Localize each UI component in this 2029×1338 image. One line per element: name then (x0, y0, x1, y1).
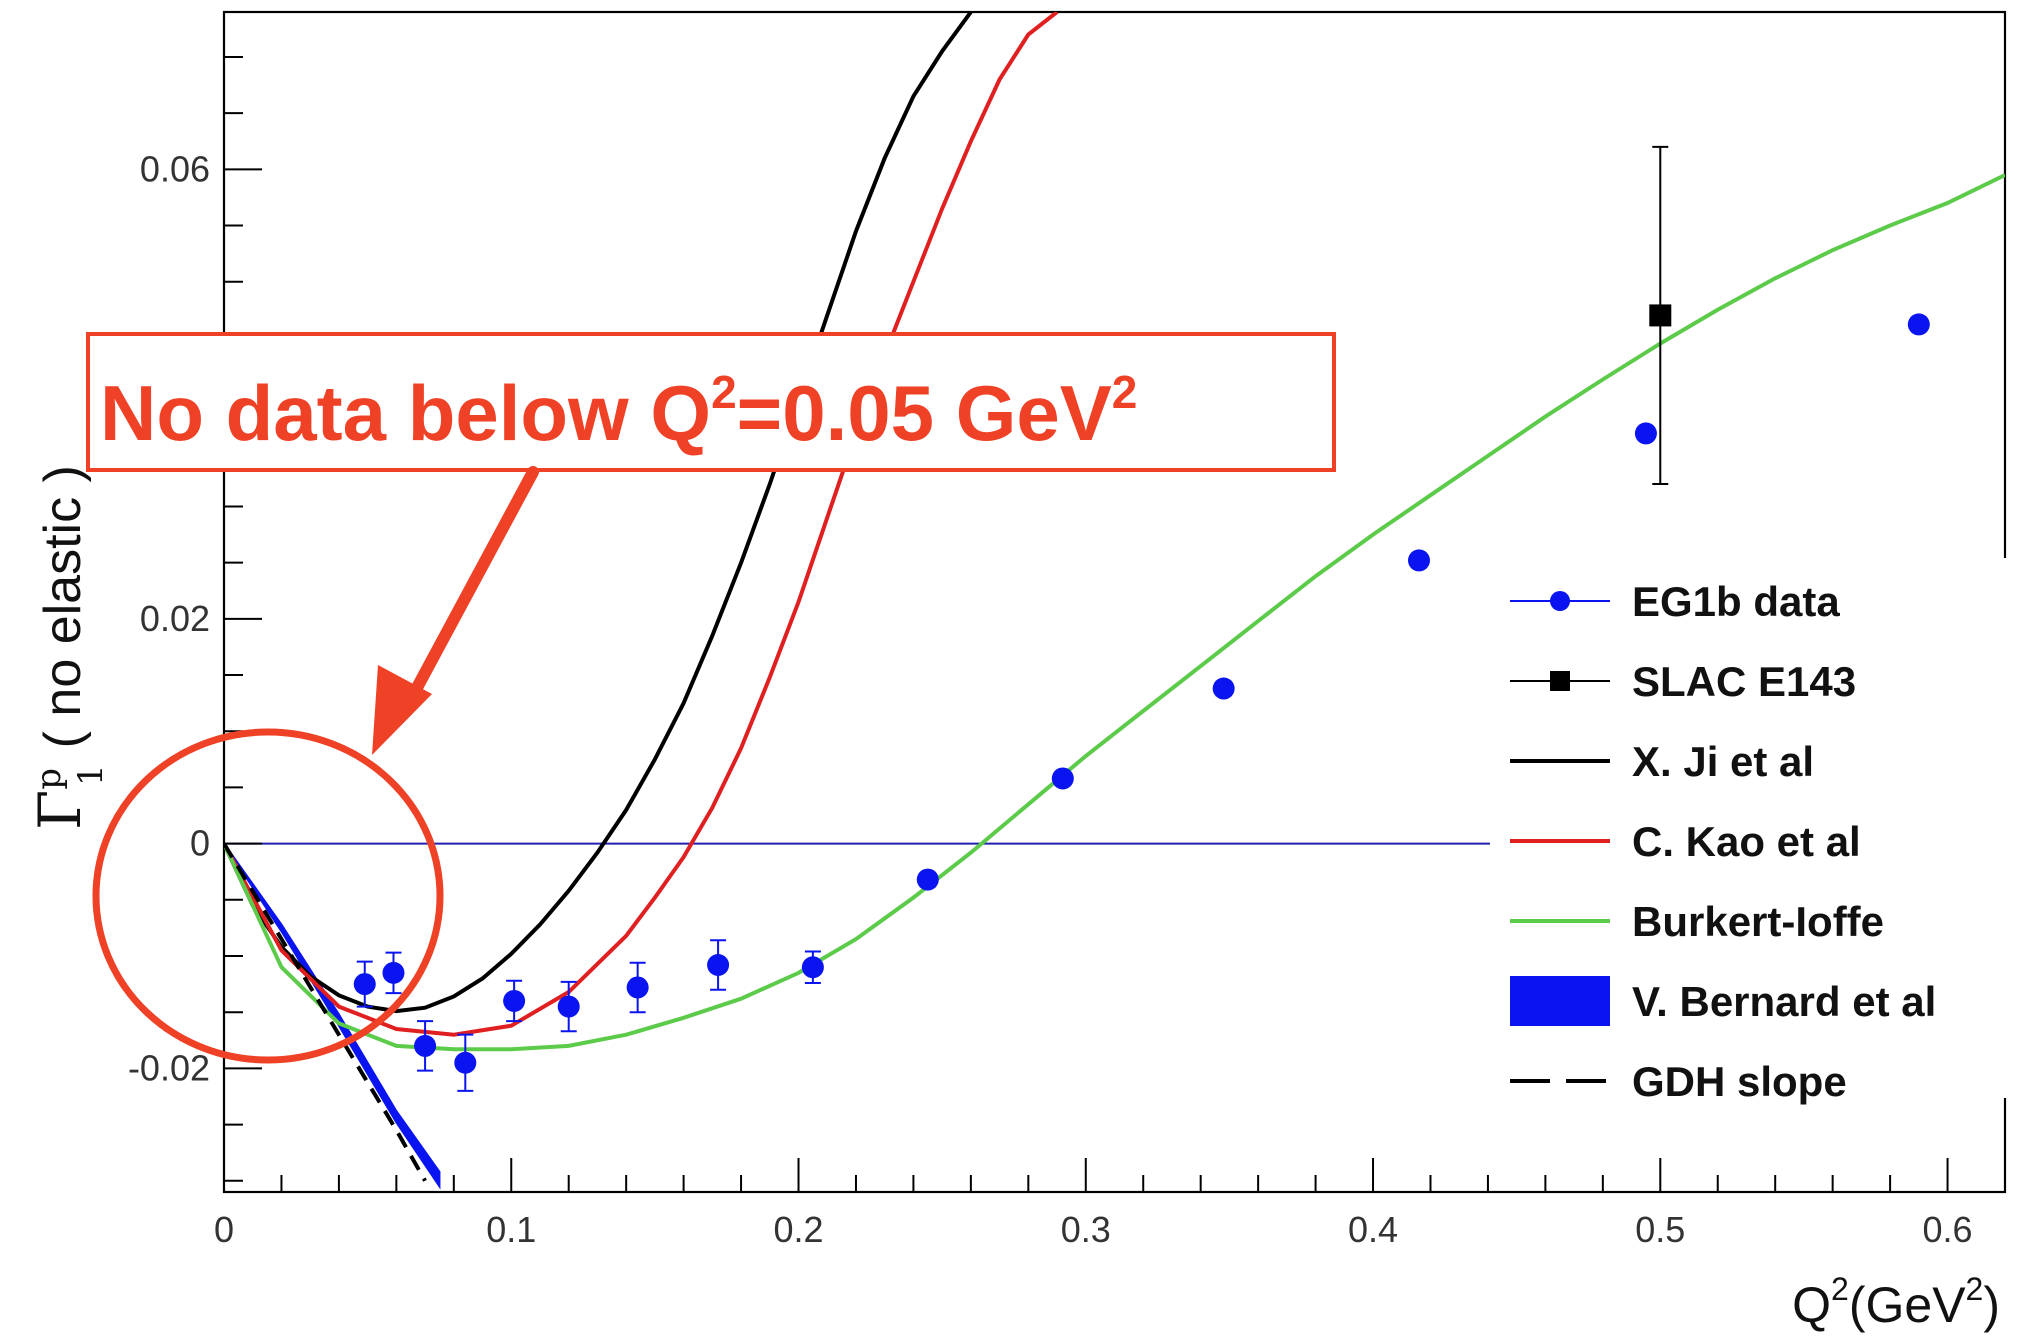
data-point-eg1b-data (1212, 677, 1235, 700)
y-tick-label: 0 (190, 823, 210, 864)
y-tick-label: 0.02 (140, 598, 210, 639)
x-tick-label: 0.3 (1061, 1209, 1111, 1250)
data-point-eg1b-data (382, 961, 405, 984)
data-point-eg1b-data (503, 989, 526, 1012)
legend-label-v-bernard-et-al: V. Bernard et al (1632, 978, 1936, 1025)
data-point-eg1b-data (414, 1034, 437, 1057)
annotation-text: No data below Q2=0.05 GeV2 (100, 366, 1137, 457)
data-point-eg1b-data (1051, 767, 1074, 790)
legend-swatch-v-bernard-et-al (1510, 976, 1610, 1026)
data-point-slac-e143 (1649, 304, 1672, 327)
x-tick-label: 0.5 (1635, 1209, 1685, 1250)
legend-label-x-ji-et-al: X. Ji et al (1632, 738, 1814, 785)
data-point-eg1b-data (626, 976, 649, 999)
data-point-eg1b-data (353, 973, 376, 996)
x-axis-title: Q2(GeV2) (1792, 1271, 2000, 1333)
legend: EG1b data SLAC E143 X. Ji et al C. Kao et a… (1490, 558, 2029, 1105)
series-line-x-ji-et-al (224, 12, 973, 1014)
data-point-eg1b-data (916, 868, 939, 891)
x-axis-ticks: 0 0.1 0.2 0.3 0.4 0.5 0.6 (214, 1158, 1973, 1250)
legend-label-c-kao-et-al: C. Kao et al (1632, 818, 1861, 865)
legend-label-eg1b-data: EG1b data (1632, 578, 1840, 625)
y-tick-label: -0.02 (128, 1047, 210, 1088)
theory-curves-layer (224, 12, 2005, 1182)
y-axis-title: Γp1( no elastic ) (26, 465, 111, 830)
legend-label-slac-e143: SLAC E143 (1632, 658, 1856, 705)
legend-label-gdh-slope: GDH slope (1632, 1058, 1847, 1105)
data-point-eg1b-data (1907, 313, 1930, 336)
series-line-c-kao-et-al (224, 12, 1059, 1037)
series-line-gdh-slope (224, 842, 427, 1182)
data-point-eg1b-data (1407, 549, 1430, 572)
y-tick-label: 0.06 (140, 148, 210, 189)
data-point-eg1b-data (707, 953, 730, 976)
x-tick-label: 0.2 (773, 1209, 823, 1250)
data-point-eg1b-data (454, 1051, 477, 1074)
annotation-circle (92, 728, 444, 1064)
x-tick-label: 0 (214, 1209, 234, 1250)
legend-marker-eg1b-data (1550, 591, 1570, 611)
x-tick-label: 0.6 (1923, 1209, 1973, 1250)
annotation: No data below Q2=0.05 GeV2 (86, 332, 1336, 1064)
data-points-layer (353, 145, 1930, 1092)
x-tick-label: 0.4 (1348, 1209, 1398, 1250)
legend-label-burkert-ioffe: Burkert-Ioffe (1632, 898, 1884, 945)
data-point-eg1b-data (801, 956, 824, 979)
annotation-arrow-shaft (399, 466, 539, 716)
series-line-burkert-ioffe (224, 173, 2005, 1052)
annotation-box (86, 332, 1336, 472)
annotation-arrow-head (372, 665, 432, 755)
legend-marker-slac-e143 (1550, 671, 1570, 691)
x-tick-label: 0.1 (486, 1209, 536, 1250)
data-point-eg1b-data (557, 995, 580, 1018)
data-point-eg1b-data (1634, 422, 1657, 445)
